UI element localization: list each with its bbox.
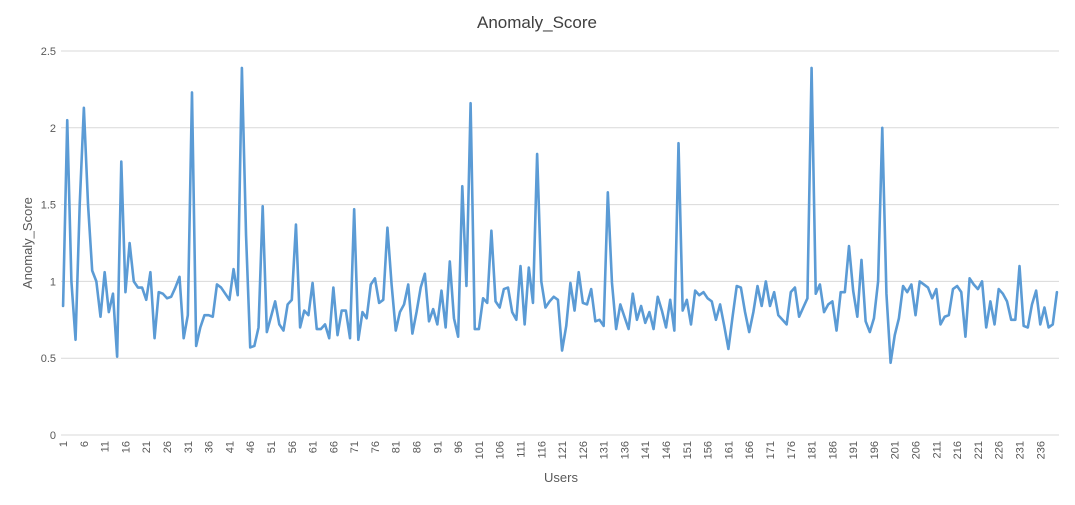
x-tick-label: 236	[1035, 441, 1047, 459]
x-tick-label: 196	[869, 441, 881, 459]
x-tick-label: 161	[723, 441, 735, 459]
x-axis-title: Users	[544, 470, 578, 485]
x-tick-label: 76	[370, 441, 382, 453]
y-tick-label: 2.5	[41, 46, 56, 58]
x-tick-label: 211	[931, 441, 943, 459]
x-tick-label: 36	[204, 441, 216, 453]
x-tick-label: 11	[100, 441, 112, 452]
x-tick-label: 111	[515, 441, 527, 458]
x-tick-label: 41	[224, 441, 236, 453]
x-tick-label: 221	[973, 441, 985, 459]
x-tick-label: 191	[848, 441, 860, 459]
x-tick-label: 141	[640, 441, 652, 459]
x-tick-label: 21	[141, 441, 153, 453]
x-tick-label: 26	[162, 441, 174, 453]
x-tick-label: 181	[807, 441, 819, 459]
x-tick-label: 56	[287, 441, 299, 453]
y-axis-ticks: 0 0.5 1 1.5 2 2.5	[41, 46, 56, 442]
y-tick-label: 2	[50, 123, 56, 135]
x-tick-label: 96	[453, 441, 465, 453]
series-line	[61, 66, 1059, 365]
x-tick-label: 71	[349, 441, 361, 453]
y-tick-label: 1	[50, 276, 56, 288]
x-tick-label: 201	[890, 441, 902, 459]
x-tick-label: 206	[911, 441, 923, 459]
x-tick-label: 121	[557, 441, 569, 459]
x-tick-label: 66	[328, 441, 340, 453]
x-tick-label: 231	[1014, 441, 1026, 459]
x-axis-ticks: 1 6 11 16 21 26 31 36 41 46 51 56 61 66 71 76 81 86 91 96 10…	[58, 441, 1047, 459]
x-tick-label: 136	[619, 441, 631, 459]
x-tick-label: 166	[744, 441, 756, 459]
x-tick-label: 176	[786, 441, 798, 459]
chart-title: Anomaly_Score	[477, 13, 597, 32]
y-tick-label: 1.5	[41, 200, 56, 212]
x-tick-label: 46	[245, 441, 257, 453]
x-tick-label: 81	[391, 441, 403, 453]
x-tick-label: 226	[994, 441, 1006, 459]
x-tick-label: 216	[952, 441, 964, 459]
x-tick-label: 146	[661, 441, 673, 459]
x-tick-label: 1	[58, 441, 70, 447]
x-tick-label: 6	[79, 441, 91, 447]
x-tick-label: 156	[703, 441, 715, 459]
x-tick-label: 51	[266, 441, 278, 453]
y-tick-label: 0.5	[41, 353, 56, 365]
x-tick-label: 91	[432, 441, 444, 453]
x-tick-label: 171	[765, 441, 777, 459]
y-axis-title: Anomaly_Score	[20, 197, 35, 289]
x-tick-label: 61	[308, 441, 320, 453]
x-tick-label: 106	[495, 441, 507, 459]
x-tick-label: 31	[183, 441, 195, 453]
x-tick-label: 131	[599, 441, 611, 459]
gridlines	[61, 50, 1059, 436]
x-tick-label: 101	[474, 441, 486, 459]
x-tick-label: 126	[578, 441, 590, 459]
x-tick-label: 186	[827, 441, 839, 459]
x-tick-label: 86	[412, 441, 424, 453]
y-tick-label: 0	[50, 430, 56, 442]
x-tick-label: 16	[120, 441, 132, 453]
x-tick-label: 116	[536, 441, 548, 459]
x-tick-label: 151	[682, 441, 694, 459]
